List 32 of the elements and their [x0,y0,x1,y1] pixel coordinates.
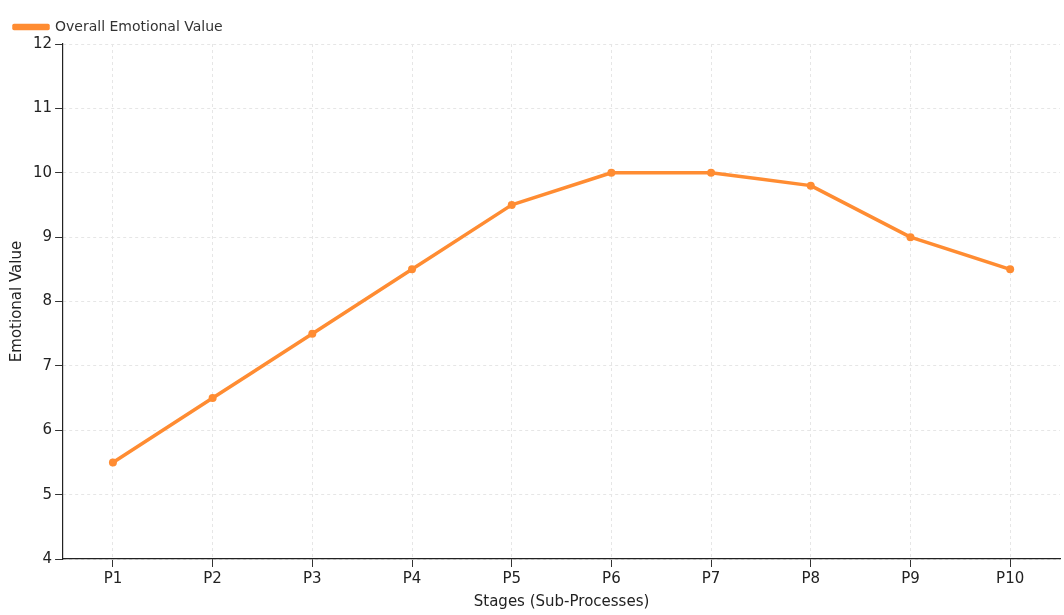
point [408,265,417,274]
point [108,458,117,467]
y-tick-label: 7 [42,355,53,374]
x-tick-label: P5 [502,568,521,587]
y-axis-title: Emotional Value [6,240,25,363]
point [308,329,317,338]
y-tick-label: 4 [42,548,53,567]
point [507,200,516,209]
y-tick-label: 5 [42,484,53,503]
point [707,168,716,177]
x-tick-label: P7 [701,568,721,587]
x-tick-label: P10 [996,568,1025,587]
x-tick-label: P8 [801,568,821,587]
y-tick-label: 12 [32,33,53,52]
x-tick-label: P2 [203,568,222,587]
y-tick-label: 8 [42,291,53,310]
point [208,394,217,403]
legend-label: Overall Emotional Value [55,17,223,34]
y-tick-label: 11 [32,98,53,117]
x-tick-label: P9 [901,568,920,587]
x-tick-label: P6 [602,568,621,587]
x-tick-label: P1 [103,568,123,587]
y-tick-label: 10 [32,162,53,181]
x-tick-label: P3 [303,568,322,587]
point [906,233,915,242]
x-tick-label: P4 [402,568,422,587]
y-tick-label: 9 [42,227,53,246]
y-tick-label: 6 [42,420,53,439]
point [806,181,815,190]
point [607,168,616,177]
x-axis-title: Stages (Sub-Processes) [473,591,650,610]
point [1006,265,1015,274]
